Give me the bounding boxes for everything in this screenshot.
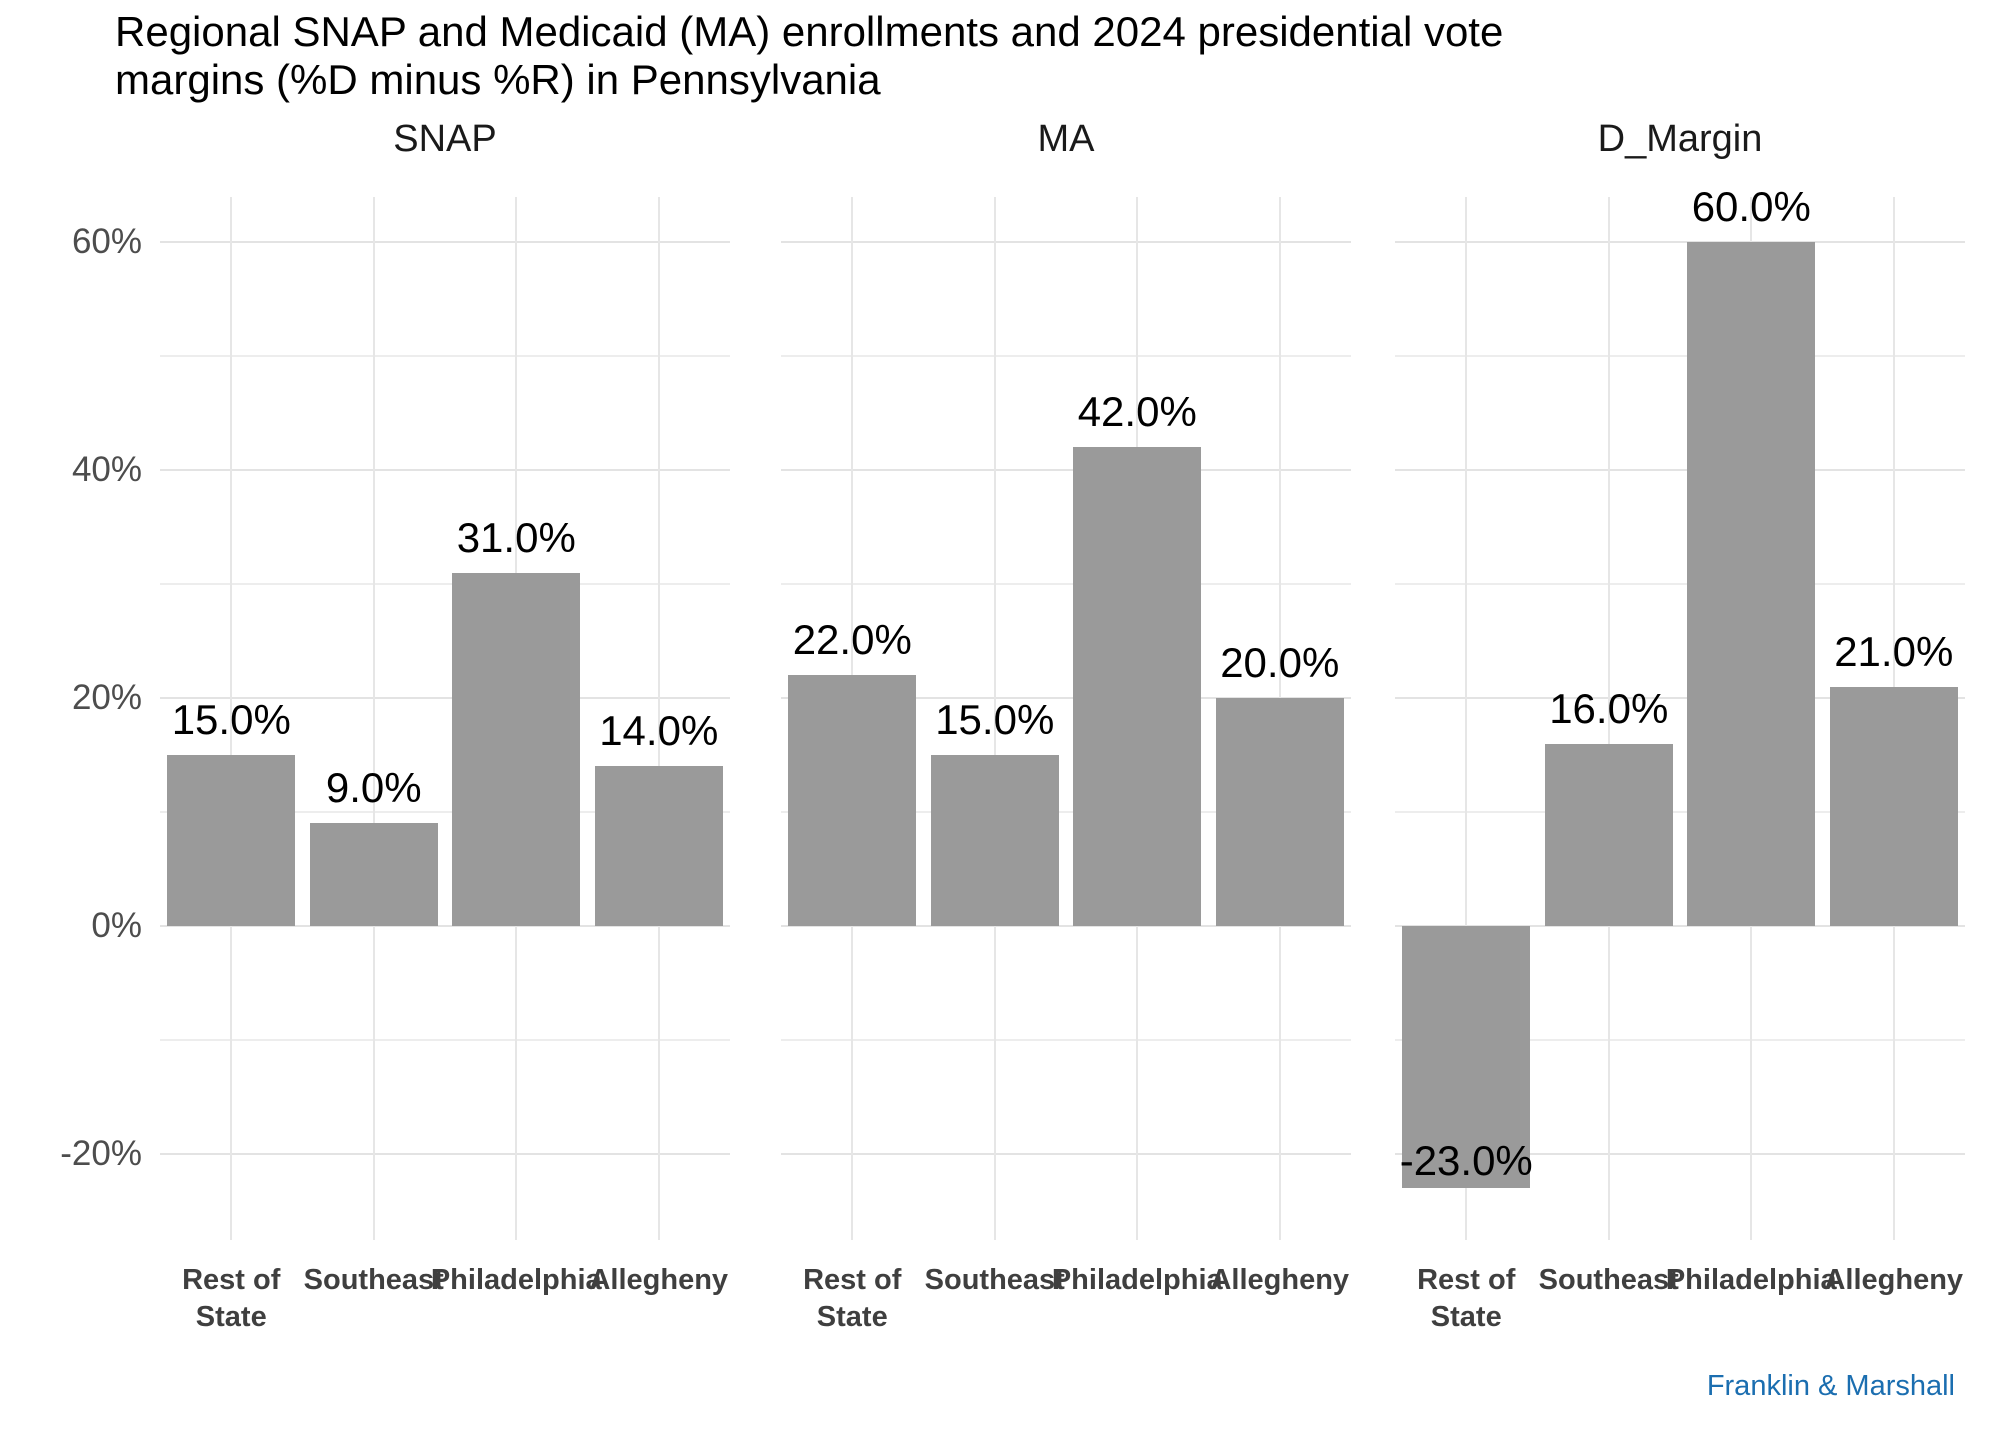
x-tick-label: Allegheny [589,1264,729,1296]
gridline-h-minor [160,583,730,585]
gridline-h-minor [1395,583,1965,585]
x-tick-label: Rest of State [803,1264,902,1333]
bar-value-label: 15.0% [935,696,1055,743]
bar-value-label: 31.0% [456,513,576,561]
bar-Allegheny [594,766,723,926]
facet-strip-label: MA [1037,118,1095,160]
x-tick-label: Rest of State [1417,1264,1516,1333]
gridline-h-minor [781,355,1351,357]
bar-value-label: 9.0% [325,764,422,812]
bar-Rest-of-State [167,755,296,926]
bar-Philadelphia [452,572,581,926]
x-tick-label: Allegheny [1824,1264,1964,1296]
facet-strip-label: D_Margin [1597,118,1763,160]
bar-Southeast [930,755,1059,926]
gridline-h-major [1395,697,1965,699]
bar-value-label: 60.0% [1691,183,1811,230]
gridline-v [372,197,375,1240]
bar-value-label: 14.0% [599,707,719,755]
bar-value-label: 16.0% [1549,684,1669,732]
bar-value-label: 22.0% [792,616,912,664]
gridline-h-major [781,1153,1351,1155]
x-tick-label: Southeast [303,1264,444,1296]
gridline-v [657,197,660,1240]
gridline-v [1607,197,1610,1240]
x-tick-label: Southeast [1538,1264,1679,1296]
gridline-v [993,197,996,1240]
x-tick-label: Philadelphia [430,1264,602,1296]
gridline-h-minor [160,1039,730,1041]
gridline-h-minor [1395,1039,1965,1041]
gridline-h-major [1395,925,1965,927]
gridline-h-major [160,469,730,471]
x-tick-label: Allegheny [1210,1264,1350,1296]
gridline-h-major [160,925,730,927]
gridline-h-major [1395,1153,1965,1155]
bar-Southeast [1544,743,1673,926]
gridline-h-major [160,697,730,699]
gridline-h-major [781,469,1351,471]
gridline-h-major [160,1153,730,1155]
gridline-h-major [781,925,1351,927]
gridline-h-minor [781,1039,1351,1041]
bar-Southeast [309,823,438,926]
y-tick-label: 40% [71,450,142,489]
bar-value-label: 21.0% [1834,627,1954,675]
gridline-h-minor [160,355,730,357]
source-credit: Franklin & Marshall [1706,1370,1955,1402]
facet-strip-label: SNAP [393,118,497,160]
gridline-h-major [1395,241,1965,243]
y-tick-label: -20% [60,1134,142,1173]
gridline-h-major [781,697,1351,699]
x-tick-label: Southeast [924,1264,1065,1296]
bar-Allegheny [1829,686,1958,926]
gridline-h-major [781,241,1351,243]
bar-value-label: -23.0% [1399,1137,1533,1185]
bar-value-label: 15.0% [171,696,291,743]
chart-title: Regional SNAP and Medicaid (MA) enrollme… [115,8,1675,104]
bar-Allegheny [1215,698,1344,926]
gridline-h-minor [1395,811,1965,813]
y-tick-label: 20% [71,678,142,717]
gridline-h-minor [781,811,1351,813]
y-tick-label: 0% [91,906,142,945]
bar-value-label: 42.0% [1077,388,1197,436]
y-tick-label: 60% [71,222,142,261]
x-tick-label: Philadelphia [1665,1264,1837,1296]
gridline-h-major [1395,469,1965,471]
bar-Philadelphia [1687,242,1816,926]
bar-Rest-of-State [788,675,917,926]
chart-title-line-1: Regional SNAP and Medicaid (MA) enrollme… [115,8,1504,55]
gridline-h-minor [160,811,730,813]
x-tick-label: Rest of State [182,1264,281,1333]
gridline-h-minor [1395,355,1965,357]
x-tick-label: Philadelphia [1051,1264,1223,1296]
bar-value-label: 20.0% [1220,639,1340,686]
bar-Philadelphia [1073,447,1202,926]
gridline-v [1465,197,1468,1240]
gridline-v [230,197,233,1240]
gridline-h-minor [781,583,1351,585]
chart-title-line-2: margins (%D minus %R) in Pennsylvania [115,56,881,103]
bar-Rest-of-State [1402,926,1531,1189]
gridline-h-major [160,241,730,243]
